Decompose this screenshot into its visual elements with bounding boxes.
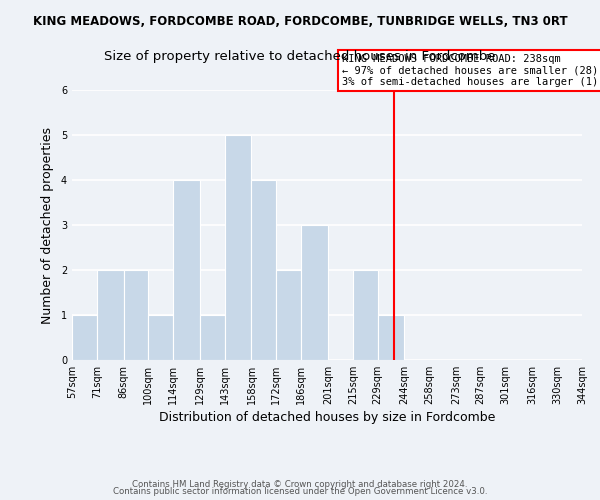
Y-axis label: Number of detached properties: Number of detached properties: [41, 126, 54, 324]
Text: Contains public sector information licensed under the Open Government Licence v3: Contains public sector information licen…: [113, 488, 487, 496]
Bar: [301, 225, 328, 360]
Bar: [277, 270, 301, 360]
Bar: [72, 315, 97, 360]
Bar: [97, 270, 124, 360]
Bar: [200, 315, 225, 360]
Text: KING MEADOWS, FORDCOMBE ROAD, FORDCOMBE, TUNBRIDGE WELLS, TN3 0RT: KING MEADOWS, FORDCOMBE ROAD, FORDCOMBE,…: [32, 15, 568, 28]
Bar: [225, 135, 251, 360]
Bar: [148, 315, 173, 360]
Bar: [353, 270, 377, 360]
Bar: [124, 270, 148, 360]
Bar: [377, 315, 404, 360]
Text: Size of property relative to detached houses in Fordcombe: Size of property relative to detached ho…: [104, 50, 496, 63]
X-axis label: Distribution of detached houses by size in Fordcombe: Distribution of detached houses by size …: [159, 411, 495, 424]
Bar: [173, 180, 200, 360]
Bar: [251, 180, 277, 360]
Text: KING MEADOWS FORDCOMBE ROAD: 238sqm
← 97% of detached houses are smaller (28)
3%: KING MEADOWS FORDCOMBE ROAD: 238sqm ← 97…: [342, 54, 600, 88]
Text: Contains HM Land Registry data © Crown copyright and database right 2024.: Contains HM Land Registry data © Crown c…: [132, 480, 468, 489]
